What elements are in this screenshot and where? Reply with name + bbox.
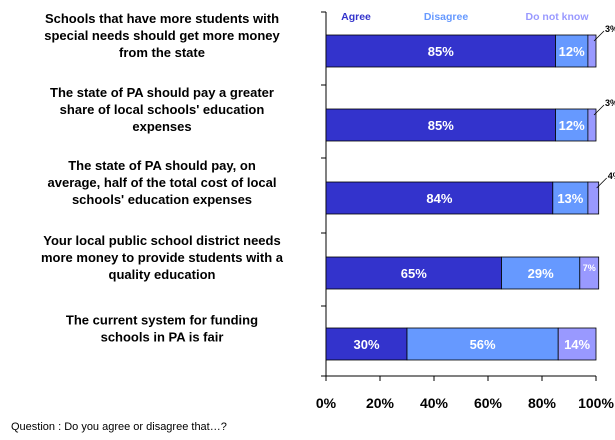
category-label: quality education bbox=[109, 267, 216, 282]
data-label: 84% bbox=[426, 191, 452, 206]
x-tick-label: 80% bbox=[528, 395, 557, 411]
data-label: 85% bbox=[428, 118, 454, 133]
x-tick-label: 60% bbox=[474, 395, 503, 411]
data-label: 7% bbox=[583, 263, 596, 273]
data-label: 85% bbox=[428, 44, 454, 59]
bar-segment bbox=[587, 181, 600, 215]
category-label: special needs should get more money bbox=[44, 28, 280, 43]
data-label: 30% bbox=[353, 337, 379, 352]
bar-segment bbox=[557, 327, 597, 361]
category-label: schools' education expenses bbox=[72, 192, 252, 207]
category-label: The current system for funding bbox=[66, 313, 258, 328]
bar-segment bbox=[552, 181, 589, 215]
category-label: Schools that have more students with bbox=[45, 11, 279, 26]
x-tick-label: 40% bbox=[420, 395, 449, 411]
bar-segment bbox=[587, 108, 597, 142]
legend-entry: Disagree bbox=[424, 11, 469, 23]
category-label: average, half of the total cost of local bbox=[48, 175, 277, 190]
callout-line bbox=[593, 104, 605, 116]
bar-segment bbox=[501, 256, 581, 290]
callout-line bbox=[596, 177, 607, 189]
bar-segment bbox=[325, 327, 408, 361]
data-label: 12% bbox=[559, 44, 585, 59]
bar-segment bbox=[579, 256, 600, 290]
bar-segment bbox=[587, 34, 597, 68]
data-label: 65% bbox=[401, 266, 427, 281]
data-label: 3% bbox=[605, 98, 615, 108]
data-label: 3% bbox=[605, 24, 615, 34]
bar-segment bbox=[555, 108, 589, 142]
x-tick-label: 0% bbox=[316, 395, 337, 411]
category-label: more money to provide students with a bbox=[41, 250, 284, 265]
category-label: The state of PA should pay a greater bbox=[50, 85, 274, 100]
x-tick-label: 20% bbox=[366, 395, 395, 411]
data-label: 29% bbox=[528, 266, 554, 281]
data-label: 14% bbox=[564, 337, 590, 352]
category-label: The state of PA should pay, on bbox=[68, 158, 256, 173]
data-label: 13% bbox=[557, 191, 583, 206]
question-footnote: Question : Do you agree or disagree that… bbox=[11, 421, 227, 433]
bar-segment bbox=[406, 327, 559, 361]
category-label: Your local public school district needs bbox=[43, 233, 280, 248]
callout-line bbox=[593, 30, 605, 42]
category-label: share of local schools' education bbox=[60, 102, 265, 117]
bar-segment bbox=[325, 256, 502, 290]
category-label: from the state bbox=[119, 45, 205, 60]
legend-entry: Agree bbox=[341, 11, 371, 23]
category-label: expenses bbox=[132, 119, 191, 134]
data-label: 56% bbox=[470, 337, 496, 352]
data-label: 12% bbox=[559, 118, 585, 133]
category-label: schools in PA is fair bbox=[101, 330, 224, 345]
x-tick-label: 100% bbox=[578, 395, 614, 411]
data-label: 4% bbox=[608, 171, 615, 181]
legend-entry: Do not know bbox=[526, 11, 590, 23]
bar-segment bbox=[325, 181, 554, 215]
